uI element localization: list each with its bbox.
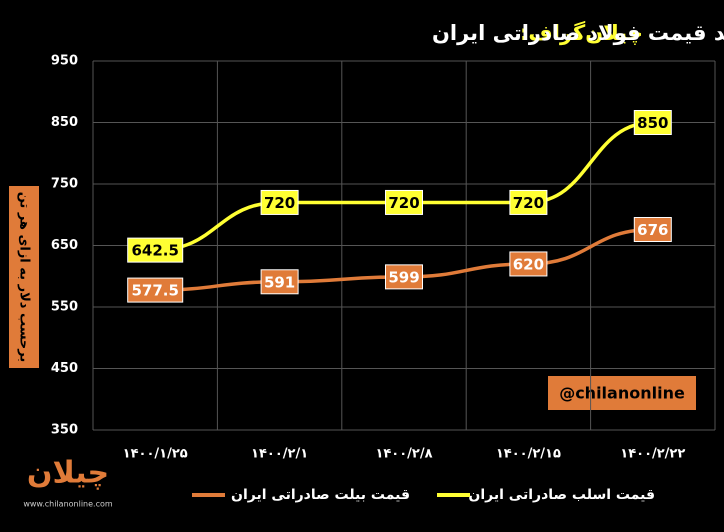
point-marker <box>127 237 184 263</box>
x-tick-label: ۱۴۰۰/۲/۲۲ <box>620 447 685 462</box>
data-label: 642.5 <box>131 242 178 260</box>
point-marker <box>385 189 423 215</box>
data-label: 676 <box>637 221 668 239</box>
y-tick-label: 450 <box>51 361 78 376</box>
data-label: 591 <box>264 273 295 291</box>
y-tick-label: 650 <box>51 238 78 253</box>
point-marker <box>509 189 548 215</box>
point-marker <box>633 217 672 243</box>
point-marker <box>633 110 672 135</box>
website: www.chilanonline.com <box>23 500 113 509</box>
data-label: 720 <box>388 194 419 212</box>
y-tick-label: 550 <box>51 300 78 315</box>
x-tick-label: ۱۴۰۰/۲/۱ <box>251 447 308 462</box>
y-axis-label: برحسب دلار به ازای هر تن <box>17 192 32 363</box>
x-tick-label: ۱۴۰۰/۲/۸ <box>375 447 432 462</box>
point-marker <box>509 251 548 277</box>
legend-label: قیمت بیلت صادراتی ایران <box>231 487 410 503</box>
y-label-box <box>9 186 39 368</box>
point-marker <box>260 189 299 215</box>
watermark-box <box>548 376 696 410</box>
data-label: 577.5 <box>131 282 178 300</box>
x-tick-label: ۱۴۰۰/۲/۱۵ <box>496 447 561 462</box>
point-marker <box>385 264 423 290</box>
title-group: چیلان‌گراف: روند قیمت فولاد صادراتی ایرا… <box>432 20 724 45</box>
logo: چیلان <box>27 456 109 491</box>
watermark: @chilanonline <box>559 384 685 403</box>
point-marker <box>127 277 184 303</box>
data-label: 599 <box>388 268 419 286</box>
x-tick-label: ۱۴۰۰/۱/۲۵ <box>123 447 188 462</box>
y-tick-label: 850 <box>51 115 78 130</box>
legend-label: قیمت اسلب صادراتی ایران <box>468 487 655 503</box>
point-marker <box>260 269 299 295</box>
y-tick-label: 350 <box>51 423 78 438</box>
data-label: 850 <box>637 114 668 132</box>
data-label: 620 <box>513 255 544 273</box>
y-tick-label: 950 <box>51 54 78 69</box>
brand: چیلان‌گراف: <box>520 20 643 45</box>
data-label: 720 <box>513 194 544 212</box>
y-tick-label: 750 <box>51 177 78 192</box>
data-label: 720 <box>264 194 295 212</box>
chart-title: روند قیمت فولاد صادراتی ایران <box>432 21 724 45</box>
